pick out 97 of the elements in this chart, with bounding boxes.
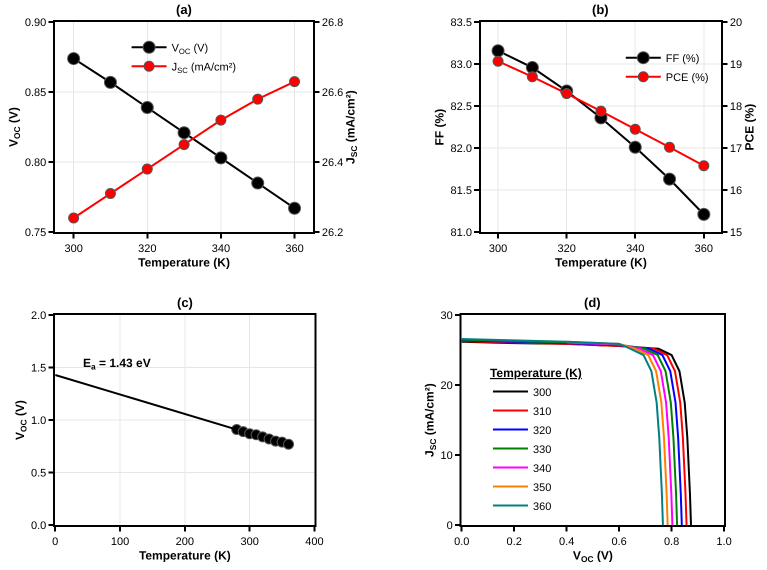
- point: [697, 208, 710, 221]
- y2-tick-label: 17: [730, 142, 742, 155]
- y2-tick-label: 26.2: [322, 226, 344, 239]
- y2-axis-title: PCE (%): [742, 104, 757, 150]
- x-tick-label: 0.6: [611, 536, 627, 548]
- point: [215, 114, 226, 126]
- x-tick-label: 0.2: [506, 536, 522, 548]
- y-tick-label: 10: [440, 450, 453, 462]
- x-axis-title: Temperature (K): [138, 255, 230, 270]
- y-tick-label: 2.0: [30, 310, 46, 322]
- legend-label: 330: [532, 444, 552, 456]
- point: [492, 44, 505, 58]
- legend-label: FF (%): [666, 52, 700, 65]
- point: [252, 94, 264, 105]
- x-tick-label: 100: [110, 536, 130, 548]
- x-tick-label: 1.0: [716, 536, 732, 548]
- y-tick-label: 20: [440, 380, 453, 392]
- point: [67, 52, 80, 66]
- point: [140, 101, 154, 114]
- point: [288, 202, 302, 215]
- point: [214, 151, 228, 164]
- y2-tick-label: 19: [730, 59, 742, 72]
- x-tick-label: 360: [285, 242, 304, 255]
- chart-title: (d): [584, 295, 601, 310]
- y-tick-label: 1.5: [30, 362, 46, 374]
- legend-label: 350: [532, 482, 552, 494]
- legend-label: 360: [532, 500, 552, 513]
- chart-title: (a): [176, 2, 192, 17]
- y-tick-label: 0.75: [24, 226, 46, 239]
- legend-label: 340: [532, 462, 552, 475]
- y-tick-label: 0.85: [24, 87, 46, 99]
- chart-title: (c): [177, 295, 193, 310]
- y-tick-label: 81.5: [450, 184, 472, 197]
- y2-tick-label: 20: [730, 17, 742, 30]
- point: [628, 140, 642, 154]
- legend-label: 320: [532, 424, 552, 437]
- legend-label: PCE (%): [666, 72, 709, 84]
- point: [561, 88, 572, 100]
- x-tick-label: 300: [64, 242, 83, 255]
- point: [664, 142, 676, 153]
- point: [526, 71, 538, 82]
- y-tick-label: 81.0: [450, 226, 472, 239]
- y-tick-label: 0: [446, 520, 453, 532]
- legend-label: J$_{SC}$ (mA/cm²): [172, 62, 236, 75]
- y-tick-label: 1.0: [30, 414, 46, 427]
- point: [526, 61, 539, 74]
- y-tick-label: 83.0: [450, 59, 472, 72]
- y-tick-label: 0.80: [24, 156, 46, 169]
- y-tick-label: 82.0: [450, 142, 472, 155]
- y-tick-label: 0.0: [30, 520, 46, 532]
- point: [178, 139, 190, 150]
- y-tick-label: 30: [440, 310, 453, 322]
- point: [142, 164, 153, 175]
- x-axis-title: Temperature (K): [138, 548, 231, 562]
- legend-label: 310: [532, 406, 552, 418]
- legend-label: V$_{OC}$ (V): [172, 42, 208, 56]
- x-tick-label: 0.8: [664, 536, 680, 548]
- x-tick-label: 0.4: [559, 536, 574, 548]
- legend-label: 300: [532, 386, 552, 399]
- point: [178, 126, 191, 140]
- x-tick-label: 400: [305, 536, 324, 548]
- y2-tick-label: 26.8: [322, 17, 344, 30]
- point: [104, 76, 117, 89]
- x-tick-label: 340: [626, 242, 644, 255]
- point: [289, 76, 300, 88]
- point: [68, 212, 80, 224]
- y2-tick-label: 26.4: [322, 156, 344, 169]
- y-tick-label: 0.5: [30, 467, 46, 480]
- y-tick-label: 83.5: [450, 17, 472, 30]
- legend-title: Temperature (K): [490, 366, 582, 380]
- annotation: E$_{a}$ = 1.43 eV: [83, 356, 151, 372]
- y-tick-label: 82.5: [450, 100, 472, 113]
- chart-title: (b): [592, 2, 609, 17]
- point: [283, 438, 294, 450]
- point: [492, 56, 504, 67]
- x-tick-label: 360: [694, 242, 714, 255]
- point: [251, 176, 264, 190]
- y-tick-label: 0.90: [24, 17, 46, 30]
- y2-tick-label: 15: [730, 226, 742, 239]
- x-tick-label: 300: [240, 536, 259, 548]
- y-axis-title: FF (%): [432, 108, 446, 146]
- y2-tick-label: 18: [730, 100, 742, 113]
- x-axis-title: V$_{OC}$ (V): [572, 548, 613, 564]
- point: [630, 124, 641, 135]
- x-tick-label: 0: [52, 536, 58, 548]
- point: [663, 172, 676, 186]
- x-tick-label: 200: [176, 536, 194, 548]
- x-tick-label: 300: [488, 242, 508, 255]
- x-axis-title: Temperature (K): [555, 255, 647, 270]
- y2-tick-label: 26.6: [322, 87, 344, 99]
- point: [698, 160, 710, 172]
- x-tick-label: 340: [212, 242, 230, 255]
- x-tick-label: 320: [557, 242, 576, 255]
- point: [595, 106, 606, 117]
- y2-tick-label: 16: [730, 184, 742, 197]
- x-tick-label: 320: [138, 242, 156, 255]
- point: [104, 188, 116, 200]
